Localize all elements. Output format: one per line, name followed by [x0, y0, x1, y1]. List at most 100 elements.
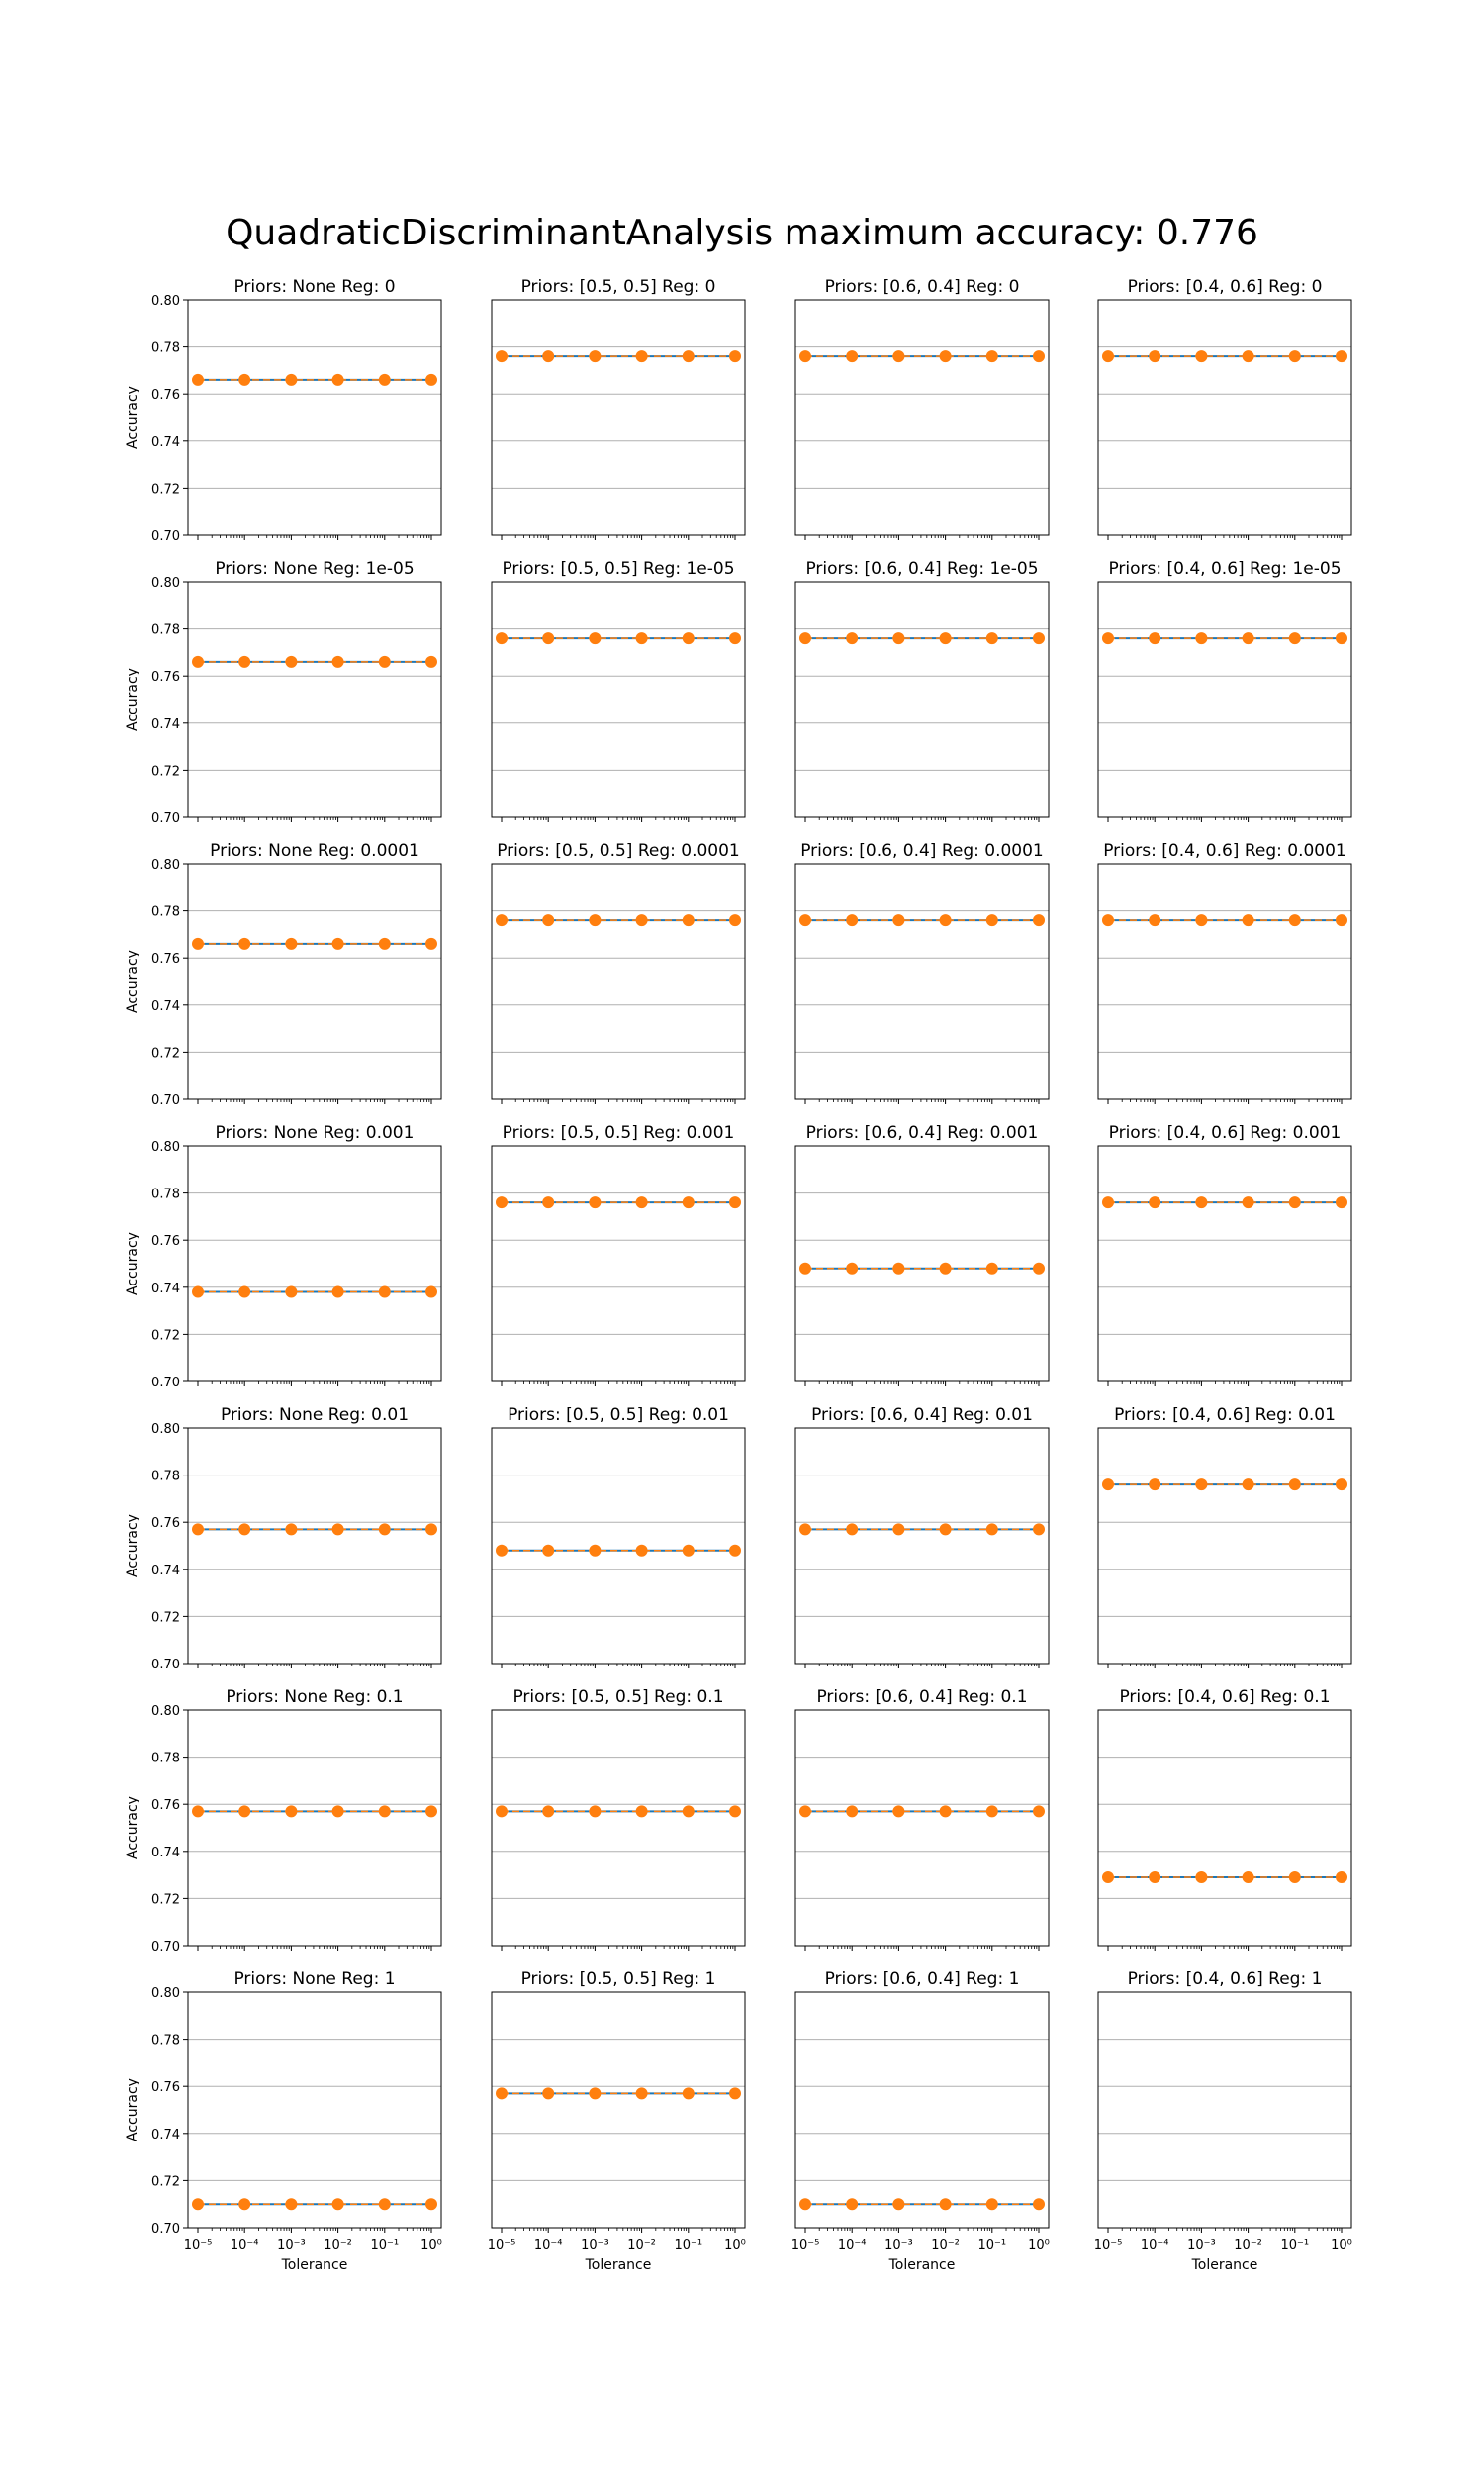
y-tick-label: 0.72	[151, 1610, 180, 1625]
x-tick-label: 10⁻²	[324, 2238, 352, 2253]
axes-frame	[794, 1991, 1050, 2229]
x-tick-label: 10⁻³	[884, 2238, 913, 2253]
subplot-title: Priors: [0.5, 0.5] Reg: 0.001	[503, 1123, 735, 1143]
y-tick-label: 0.80	[151, 1986, 180, 2001]
axes-frame	[1097, 1991, 1352, 2229]
x-tick-label: 10⁻⁴	[1141, 2238, 1169, 2253]
y-tick-label: 0.70	[151, 1940, 180, 1954]
axes-frame	[794, 299, 1050, 536]
axes-frame	[491, 1427, 746, 1665]
x-tick-label: 10⁻⁵	[488, 2238, 516, 2253]
axes-frame	[1097, 1427, 1352, 1665]
x-tick-label: 10⁻⁴	[838, 2238, 867, 2253]
axes-frame	[794, 1427, 1050, 1665]
x-tick-label: 10⁻²	[931, 2238, 960, 2253]
y-tick-label: 0.80	[151, 1704, 180, 1719]
y-tick-label: 0.76	[151, 1234, 180, 1249]
axes-frame	[491, 299, 746, 536]
y-tick-label: 0.78	[151, 1188, 180, 1202]
x-tick-label: 10⁻⁵	[184, 2238, 213, 2253]
axes-frame	[187, 1991, 442, 2229]
x-tick-label: 10⁻²	[1234, 2238, 1262, 2253]
axes-frame	[794, 1145, 1050, 1382]
subplot-title: Priors: [0.6, 0.4] Reg: 1	[825, 1969, 1020, 1989]
y-tick-label: 0.70	[151, 1376, 180, 1390]
subplot-title: Priors: [0.6, 0.4] Reg: 0.001	[806, 1123, 1039, 1143]
subplot-title: Priors: None Reg: 0.0001	[210, 841, 419, 861]
axes-frame	[794, 863, 1050, 1100]
axes-frame	[187, 581, 442, 818]
x-tick-label: 10⁻³	[277, 2238, 306, 2253]
x-tick-label: 10⁻¹	[674, 2238, 702, 2253]
x-axis-label: Tolerance	[585, 2257, 652, 2273]
axes-frame	[491, 863, 746, 1100]
axes-frame	[794, 581, 1050, 818]
x-tick-label: 10⁻¹	[977, 2238, 1006, 2253]
y-tick-label: 0.72	[151, 2174, 180, 2189]
axes-frame	[187, 1145, 442, 1382]
y-tick-label: 0.80	[151, 576, 180, 591]
y-tick-label: 0.76	[151, 388, 180, 403]
subplot-title: Priors: [0.6, 0.4] Reg: 0	[825, 277, 1020, 297]
y-tick-label: 0.80	[151, 1140, 180, 1155]
y-tick-label: 0.78	[151, 1470, 180, 1484]
y-tick-label: 0.76	[151, 2080, 180, 2095]
y-tick-label: 0.70	[151, 529, 180, 544]
subplot-title: Priors: [0.4, 0.6] Reg: 0.0001	[1103, 841, 1346, 861]
axes-frame	[794, 1709, 1050, 1947]
axes-frame	[187, 863, 442, 1100]
y-tick-label: 0.70	[151, 1658, 180, 1672]
y-tick-label: 0.74	[151, 999, 180, 1014]
y-tick-label: 0.74	[151, 717, 180, 732]
y-tick-label: 0.76	[151, 1798, 180, 1813]
x-tick-label: 10⁻¹	[370, 2238, 399, 2253]
subplot-title: Priors: [0.6, 0.4] Reg: 0.0001	[800, 841, 1044, 861]
x-tick-label: 10⁻⁵	[1094, 2238, 1123, 2253]
y-tick-label: 0.74	[151, 2128, 180, 2142]
y-tick-label: 0.78	[151, 2034, 180, 2048]
y-tick-label: 0.74	[151, 435, 180, 450]
x-tick-label: 10⁰	[724, 2238, 746, 2253]
figure-title-container: QuadraticDiscriminantAnalysis maximum ac…	[0, 213, 1484, 253]
axes-frame	[491, 1991, 746, 2229]
y-tick-label: 0.76	[151, 1516, 180, 1531]
y-tick-label: 0.80	[151, 1422, 180, 1437]
axes-frame	[187, 299, 442, 536]
x-tick-label: 10⁻¹	[1280, 2238, 1309, 2253]
subplot-title: Priors: [0.4, 0.6] Reg: 1	[1128, 1969, 1323, 1989]
x-tick-label: 10⁰	[1028, 2238, 1050, 2253]
x-axis-label: Tolerance	[888, 2257, 956, 2273]
y-tick-label: 0.78	[151, 623, 180, 638]
axes-frame	[491, 581, 746, 818]
x-axis-label: Tolerance	[281, 2257, 348, 2273]
y-tick-label: 0.72	[151, 1046, 180, 1061]
y-tick-label: 0.78	[151, 905, 180, 920]
y-tick-label: 0.72	[151, 482, 180, 497]
subplot-title: Priors: [0.5, 0.5] Reg: 1e-05	[502, 559, 734, 579]
y-tick-label: 0.74	[151, 1564, 180, 1578]
x-tick-label: 10⁻⁴	[534, 2238, 563, 2253]
y-axis-label: Accuracy	[125, 950, 140, 1013]
y-tick-label: 0.80	[151, 294, 180, 309]
subplot-title: Priors: [0.4, 0.6] Reg: 0.001	[1109, 1123, 1342, 1143]
x-tick-label: 10⁻³	[581, 2238, 609, 2253]
x-tick-label: 10⁰	[1331, 2238, 1352, 2253]
axes-frame	[1097, 581, 1352, 818]
y-tick-label: 0.76	[151, 670, 180, 685]
subplot-title: Priors: [0.5, 0.5] Reg: 0.0001	[497, 841, 740, 861]
y-axis-label: Accuracy	[125, 668, 140, 731]
y-axis-label: Accuracy	[125, 386, 140, 449]
axes-frame	[491, 1145, 746, 1382]
subplot-title: Priors: [0.6, 0.4] Reg: 0.01	[811, 1405, 1033, 1425]
axes-frame	[1097, 1145, 1352, 1382]
y-tick-label: 0.74	[151, 1282, 180, 1296]
y-axis-label: Accuracy	[125, 1232, 140, 1295]
y-axis-label: Accuracy	[125, 1514, 140, 1577]
x-tick-label: 10⁻⁵	[791, 2238, 820, 2253]
x-axis-label: Tolerance	[1191, 2257, 1258, 2273]
x-tick-label: 10⁰	[420, 2238, 442, 2253]
y-tick-label: 0.74	[151, 1846, 180, 1860]
y-tick-label: 0.70	[151, 2222, 180, 2236]
axes-frame	[187, 1427, 442, 1665]
